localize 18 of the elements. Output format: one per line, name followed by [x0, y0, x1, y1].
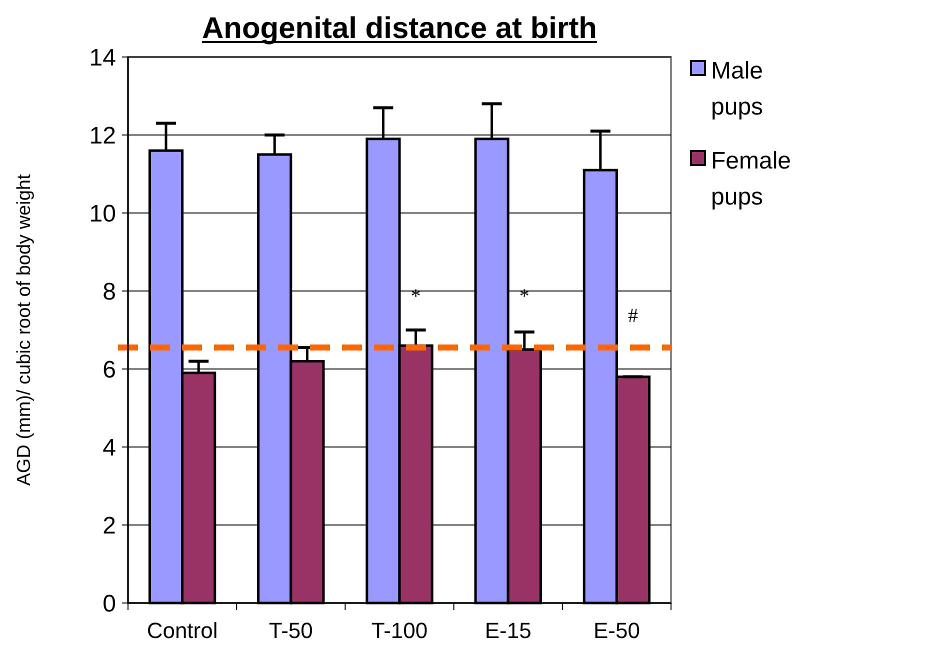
y-tick-label: 10	[89, 200, 116, 228]
x-tick-label: T-100	[371, 618, 428, 643]
y-tick-label: 12	[89, 122, 116, 150]
x-tick-label: T-50	[268, 618, 313, 643]
y-tick-label: 0	[102, 590, 116, 618]
annotation: #	[628, 305, 638, 328]
chart-title: Anogenital distance at birth	[202, 12, 598, 45]
legend-label: Male pups	[711, 57, 764, 120]
y-tick-label: 2	[102, 512, 116, 540]
x-tick-label: E-50	[593, 618, 640, 643]
y-tick-label: 6	[102, 356, 116, 384]
y-tick-label: 14	[89, 44, 116, 72]
x-tick-label: E-15	[484, 618, 532, 643]
legend-label: Female pups	[711, 147, 792, 210]
y-axis-title: AGD (mm)/ cubic root of body weight	[14, 174, 35, 486]
y-tick-label: 8	[102, 278, 116, 306]
y-tick-label: 4	[102, 434, 116, 462]
x-tick-label: Control	[146, 618, 218, 643]
